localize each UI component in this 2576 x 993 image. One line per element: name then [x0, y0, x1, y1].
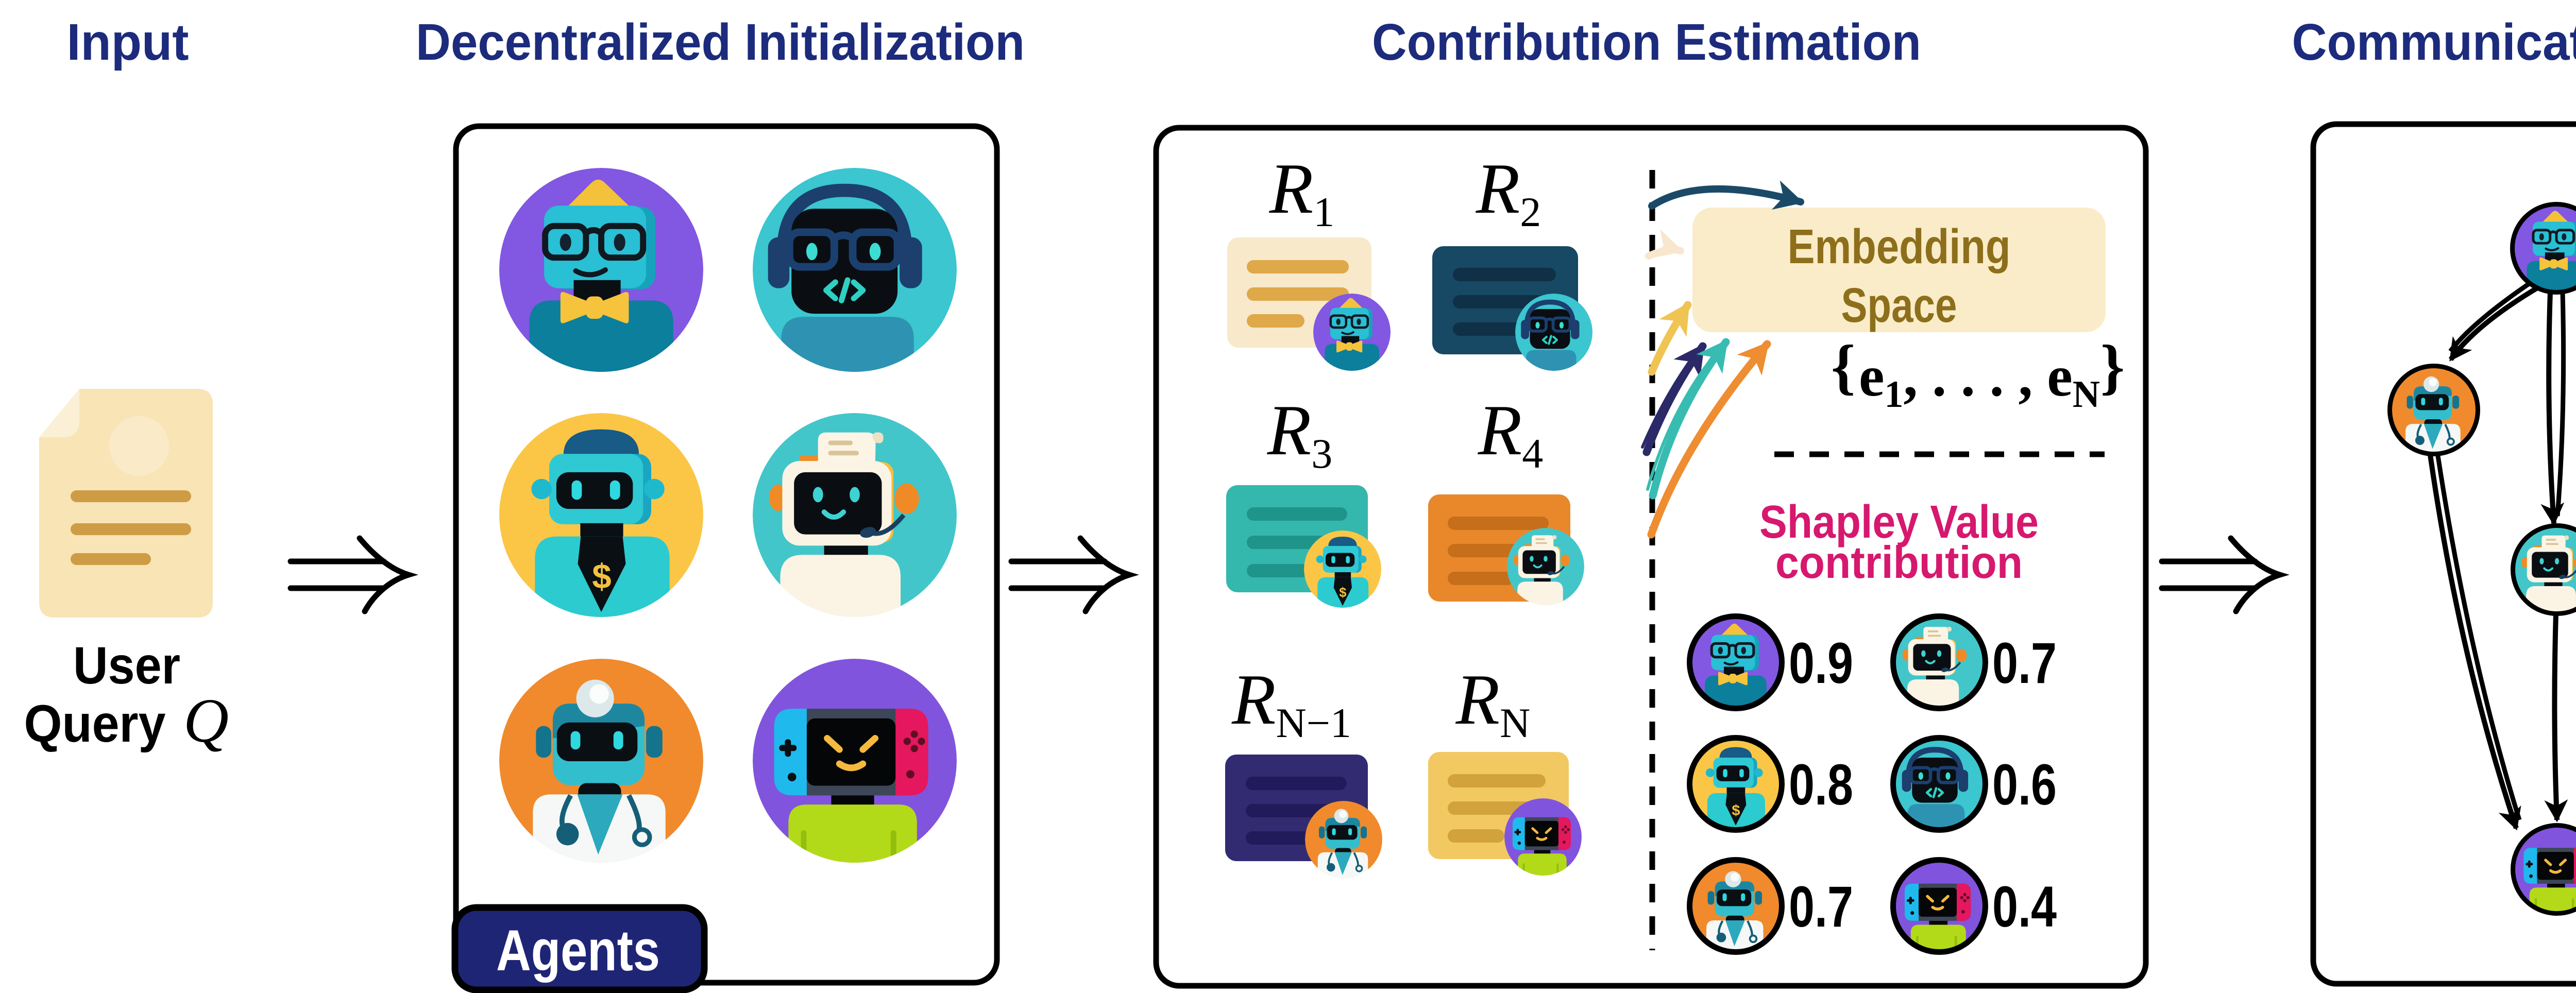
- svg-text:0.9: 0.9: [1789, 631, 1853, 695]
- svg-text:Input: Input: [67, 13, 189, 71]
- svg-text:{: {: [1831, 332, 1855, 401]
- svg-text:0.7: 0.7: [1789, 875, 1853, 939]
- svg-text:contribution: contribution: [1775, 537, 2023, 588]
- svg-text:Agents: Agents: [496, 918, 660, 983]
- svg-text:}: }: [2100, 332, 2125, 401]
- svg-text:Space: Space: [1841, 278, 1957, 333]
- svg-text:User: User: [73, 636, 180, 695]
- svg-text:Contribution Estimation: Contribution Estimation: [1372, 13, 1921, 71]
- svg-text:R1: R1: [1269, 149, 1335, 235]
- svg-text:Query: Query: [24, 694, 166, 753]
- svg-text:0.6: 0.6: [1992, 752, 2057, 817]
- svg-text:RN: RN: [1455, 660, 1531, 746]
- svg-text:Decentralized Initialization: Decentralized Initialization: [416, 13, 1025, 71]
- svg-text:0.7: 0.7: [1992, 631, 2057, 695]
- svg-text:Communication Graph: Communication Graph: [2292, 13, 2576, 71]
- svg-text:Q: Q: [183, 686, 229, 756]
- svg-text:0.4: 0.4: [1992, 875, 2057, 939]
- svg-text:Shapley Value: Shapley Value: [1759, 496, 2039, 548]
- svg-text:0.8: 0.8: [1789, 752, 1853, 817]
- svg-text:Embedding: Embedding: [1788, 219, 2011, 274]
